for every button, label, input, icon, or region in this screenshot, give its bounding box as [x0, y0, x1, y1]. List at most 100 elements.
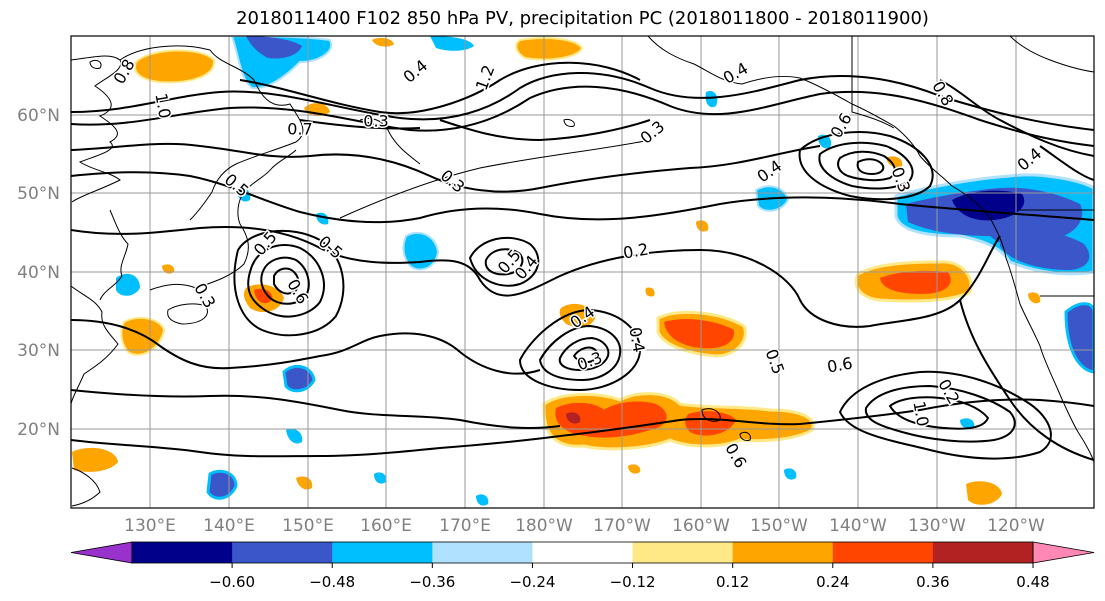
contour-label: 1.0 — [151, 92, 174, 120]
precip-patch — [430, 36, 474, 51]
pv-contour — [233, 229, 345, 337]
lon-tick-label: 170°W — [593, 516, 651, 536]
coastline-canada — [1009, 36, 1094, 73]
lon-tick-label: 120°W — [987, 516, 1045, 536]
chart-title: 2018011400 F102 850 hPa PV, precipitatio… — [236, 8, 929, 29]
lat-tick-label: 20°N — [17, 420, 60, 440]
precip-patch — [120, 316, 166, 356]
colorbar-segment — [532, 542, 634, 563]
colorbar-tick-label: 0.36 — [916, 573, 949, 591]
lon-tick-label: 150°W — [750, 516, 808, 536]
precip-patch — [696, 220, 709, 232]
coastline-bc — [951, 185, 1021, 305]
colorbar-tick-label: 0.48 — [1016, 573, 1049, 591]
pv-contour — [838, 370, 1052, 460]
lon-tick-label: 160°W — [672, 516, 730, 536]
pv-contour — [939, 79, 1094, 157]
pv-contour — [572, 346, 598, 364]
colorbar-extend-min — [70, 541, 133, 564]
pv-contour — [71, 319, 541, 375]
coastline-korea — [99, 209, 129, 301]
precip-patch — [515, 37, 584, 61]
pv-contours — [71, 61, 1094, 461]
precip-patch — [880, 270, 951, 294]
colorbar-tick-label: −0.24 — [509, 573, 555, 591]
colorbar-tick-label: 0.12 — [716, 573, 749, 591]
pv-contour — [71, 85, 1094, 147]
pv-contour — [558, 336, 610, 372]
coastline-kamchatka — [359, 118, 421, 165]
precip-patch — [72, 447, 118, 472]
coastline-hawaii — [739, 431, 751, 441]
precip-patch — [206, 469, 238, 500]
coastline-us — [1019, 303, 1094, 463]
lat-tick-label: 50°N — [17, 184, 60, 204]
precip-patch — [966, 481, 1002, 505]
colorbar-ticks: −0.60 −0.48 −0.36 −0.24 −0.12 0.12 0.24 0.36 0.4… — [209, 563, 1050, 591]
colorbar-tick-label: −0.48 — [309, 573, 355, 591]
precip-patch — [116, 273, 140, 296]
pv-contour — [837, 150, 896, 182]
coastline-island — [563, 119, 575, 127]
precip-patch — [645, 287, 655, 297]
precip-patch — [628, 464, 641, 474]
colorbar-frame — [131, 541, 1034, 564]
precip-patch — [286, 428, 303, 444]
precip-patch — [236, 188, 251, 202]
pv-contour — [71, 435, 561, 458]
lon-tick-label: 160°E — [360, 516, 412, 536]
pv-contour — [888, 396, 990, 430]
coastline-aleutians — [339, 139, 651, 219]
lon-tick-label: 140°E — [203, 516, 255, 536]
coastline-philippines — [71, 467, 101, 507]
pv-contour — [299, 119, 421, 130]
colorbar-extend-max — [1032, 541, 1095, 564]
pv-contour — [247, 244, 325, 318]
pv-contour — [518, 308, 642, 392]
pv-contour — [439, 119, 651, 142]
coastline-china — [71, 285, 119, 405]
precip-patch — [1064, 302, 1094, 374]
coastline-alaska — [647, 36, 953, 187]
colorbar-segment — [232, 542, 333, 563]
precip-patch — [886, 156, 903, 168]
lat-tick-label: 60°N — [17, 106, 60, 126]
precip-patch — [784, 468, 797, 480]
coastline-asia — [119, 45, 304, 221]
lat-tick-label: 30°N — [17, 341, 60, 361]
longitude-axis: 130°E 140°E 150°E 160°E 170°E 180°W 170°W 160°W… — [124, 516, 1045, 536]
precip-patch — [1000, 229, 1090, 270]
precip-patch — [282, 364, 316, 393]
precip-patch — [960, 418, 975, 429]
colorbar-tick-label: −0.60 — [209, 573, 255, 591]
pv-contour — [71, 171, 1094, 224]
pv-contour — [71, 389, 561, 429]
contour-label: 0.2 — [622, 239, 650, 262]
pv-contour — [71, 72, 1094, 131]
pv-contour — [798, 131, 934, 201]
lon-tick-label: 130°W — [908, 516, 966, 536]
pv-contour — [864, 384, 1016, 443]
colorbar-segment — [832, 542, 934, 563]
precip-patch — [664, 319, 735, 349]
colorbar-tick-label: −0.36 — [409, 573, 455, 591]
contour-label: 0.3 — [363, 112, 388, 131]
contour-label: 0.7 — [287, 120, 312, 139]
precip-patch — [162, 264, 175, 274]
pv-contour — [1039, 145, 1094, 181]
pv-contour — [468, 236, 540, 287]
precip-patch — [705, 90, 718, 108]
colorbar-segment — [732, 542, 834, 563]
pv-contour — [559, 398, 1094, 437]
precip-patch — [566, 412, 581, 424]
coastline-kurils — [247, 149, 297, 189]
precip-patch — [372, 37, 394, 47]
pv-contour — [273, 267, 300, 295]
lon-tick-label: 150°E — [282, 516, 334, 536]
precip-patch — [134, 49, 216, 84]
colorbar-tick-label: −0.12 — [610, 573, 656, 591]
lon-tick-label: 180°W — [515, 516, 573, 536]
coastline-japan — [167, 303, 208, 325]
precip-patch — [476, 494, 489, 506]
